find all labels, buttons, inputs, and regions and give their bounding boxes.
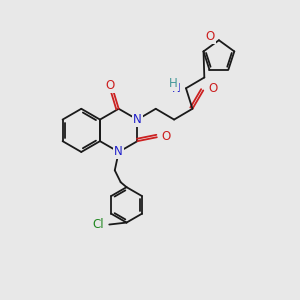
- Text: N: N: [172, 82, 181, 95]
- Text: N: N: [114, 146, 123, 158]
- Text: H: H: [169, 77, 178, 90]
- Text: N: N: [133, 113, 142, 126]
- Text: Cl: Cl: [93, 218, 104, 231]
- Text: O: O: [105, 79, 115, 92]
- Text: O: O: [206, 30, 215, 43]
- Text: O: O: [208, 82, 218, 95]
- Text: O: O: [162, 130, 171, 143]
